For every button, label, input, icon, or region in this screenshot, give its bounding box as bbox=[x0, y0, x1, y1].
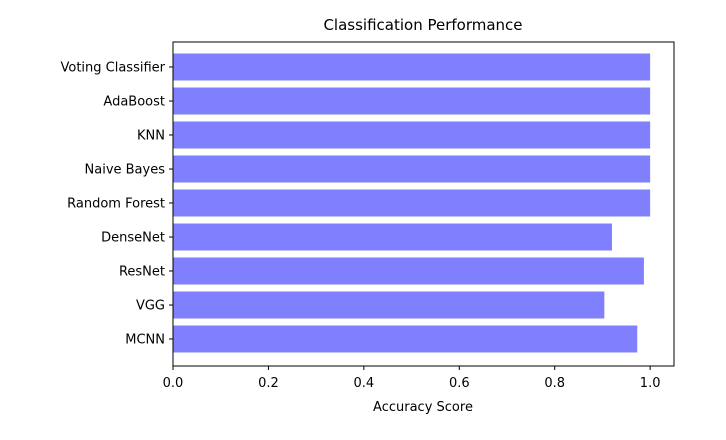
y-tick-label: Random Forest bbox=[67, 197, 165, 212]
x-tick-label: 0.2 bbox=[258, 376, 279, 391]
bar-resnet bbox=[173, 257, 644, 285]
y-tick-label: AdaBoost bbox=[103, 95, 165, 110]
x-tick-label: 0.0 bbox=[163, 376, 184, 391]
y-axis-ticks: Voting Classifier AdaBoost KNN Naive Bayes R… bbox=[60, 61, 173, 348]
bar-voting-classifier bbox=[173, 53, 651, 81]
bar-adaboost bbox=[173, 87, 651, 115]
x-tick-label: 0.8 bbox=[544, 376, 565, 391]
x-tick-label: 0.4 bbox=[354, 376, 375, 391]
bar-densenet bbox=[173, 223, 612, 251]
y-tick-label: ResNet bbox=[119, 265, 165, 280]
y-tick-label: DenseNet bbox=[101, 231, 165, 246]
plot-frame bbox=[172, 41, 675, 367]
bar-vgg bbox=[173, 291, 605, 319]
x-axis-ticks: 0.0 0.2 0.4 0.6 0.8 1.0 bbox=[163, 366, 661, 391]
x-tick-label: 1.0 bbox=[640, 376, 661, 391]
x-tick-label: 0.6 bbox=[449, 376, 470, 391]
bar-random-forest bbox=[173, 189, 651, 217]
chart-title: Classification Performance bbox=[323, 16, 522, 34]
x-axis-label: Accuracy Score bbox=[373, 400, 473, 415]
y-tick-label: Naive Bayes bbox=[85, 163, 166, 178]
y-tick-label: MCNN bbox=[125, 333, 165, 348]
bar-knn bbox=[173, 121, 651, 149]
y-tick-label: VGG bbox=[136, 299, 165, 314]
bar-naive-bayes bbox=[173, 155, 651, 183]
y-tick-label: Voting Classifier bbox=[60, 61, 165, 76]
bars-layer bbox=[173, 53, 651, 353]
y-tick-label: KNN bbox=[137, 129, 165, 144]
bar-mcnn bbox=[173, 325, 638, 353]
